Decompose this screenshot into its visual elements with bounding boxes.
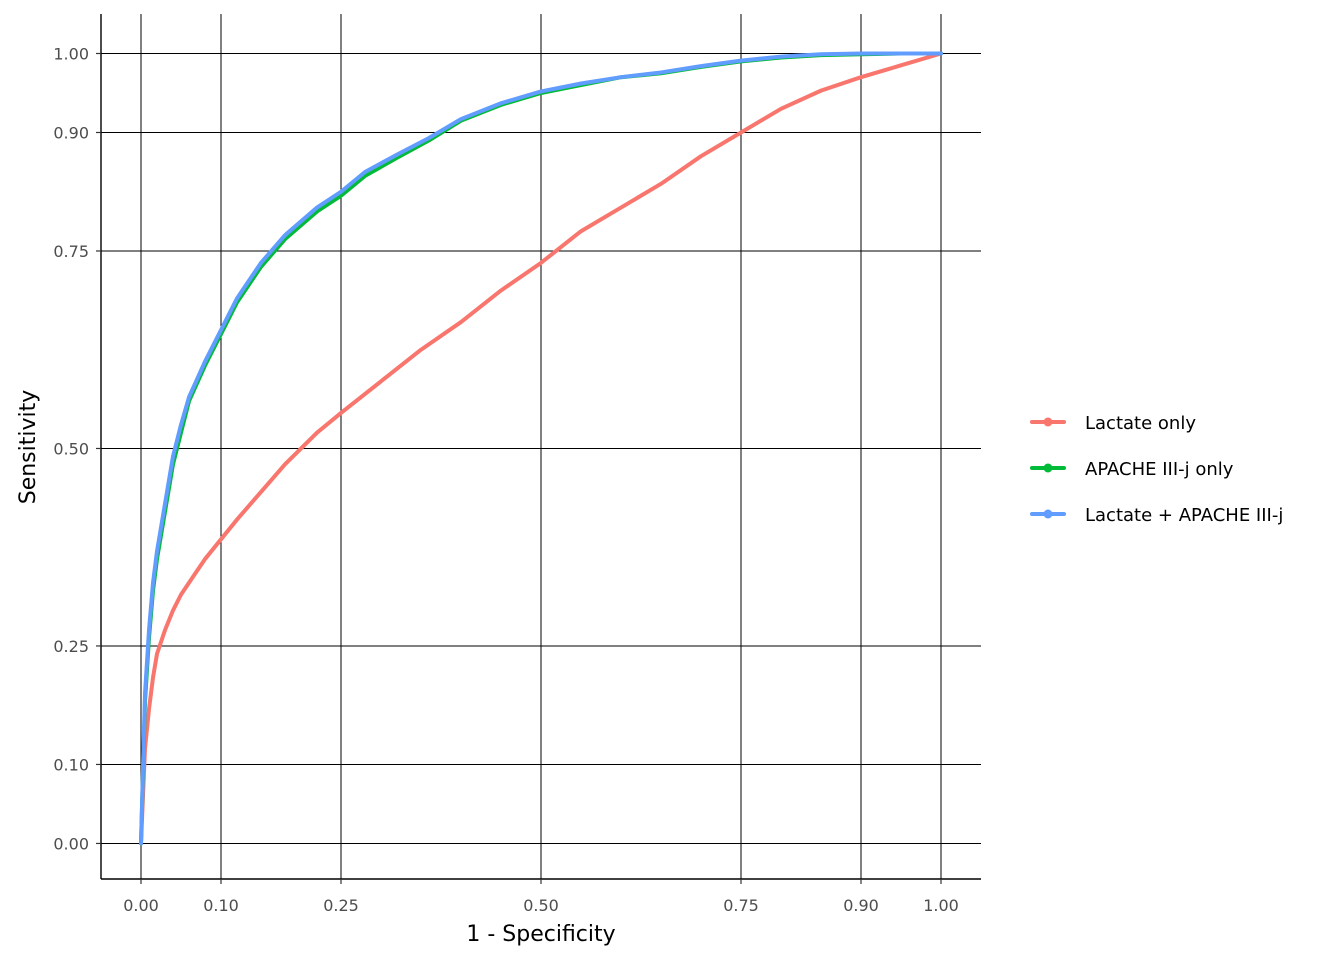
legend-key-dot [1043,509,1053,519]
legend-label: Lactate only [1085,413,1196,434]
y-tick-label: 0.25 [53,637,89,656]
x-tick-label: 0.00 [123,896,159,915]
legend-key-dot [1043,417,1053,427]
y-tick-label: 0.10 [53,755,89,774]
y-tick-layer: 0.00 0.10 0.25 0.50 0.75 0.90 1.00 [53,44,101,853]
legend-label: Lactate + APACHE III-j [1085,505,1283,526]
y-tick-label: 0.75 [53,242,89,261]
x-tick-label: 0.50 [523,896,559,915]
x-tick-label: 0.75 [723,896,759,915]
legend-label: APACHE III-j only [1085,459,1234,480]
legend-item: Lactate + APACHE III-j [1030,505,1283,526]
y-tick-label: 0.90 [53,123,89,142]
x-tick-label: 1.00 [923,896,959,915]
x-tick-label: 0.90 [843,896,879,915]
legend: Lactate only APACHE III-j only Lactate + A… [1030,413,1283,526]
grid-layer [101,14,981,879]
series-layer [139,51,943,846]
y-tick-label: 0.00 [53,834,89,853]
legend-item: Lactate only [1030,413,1196,434]
y-tick-label: 1.00 [53,44,89,63]
legend-key-dot [1043,463,1053,473]
x-tick-layer: 0.00 0.10 0.25 0.50 0.75 0.90 1.00 [123,879,959,915]
x-tick-label: 0.10 [203,896,239,915]
series-line-1 [139,51,943,846]
x-tick-label: 0.25 [323,896,359,915]
x-axis-title: 1 - Specificity [466,922,615,947]
y-axis-title: Sensitivity [16,390,41,505]
legend-item: APACHE III-j only [1030,459,1234,480]
series-line-3 [139,51,943,846]
y-tick-label: 0.50 [53,439,89,458]
